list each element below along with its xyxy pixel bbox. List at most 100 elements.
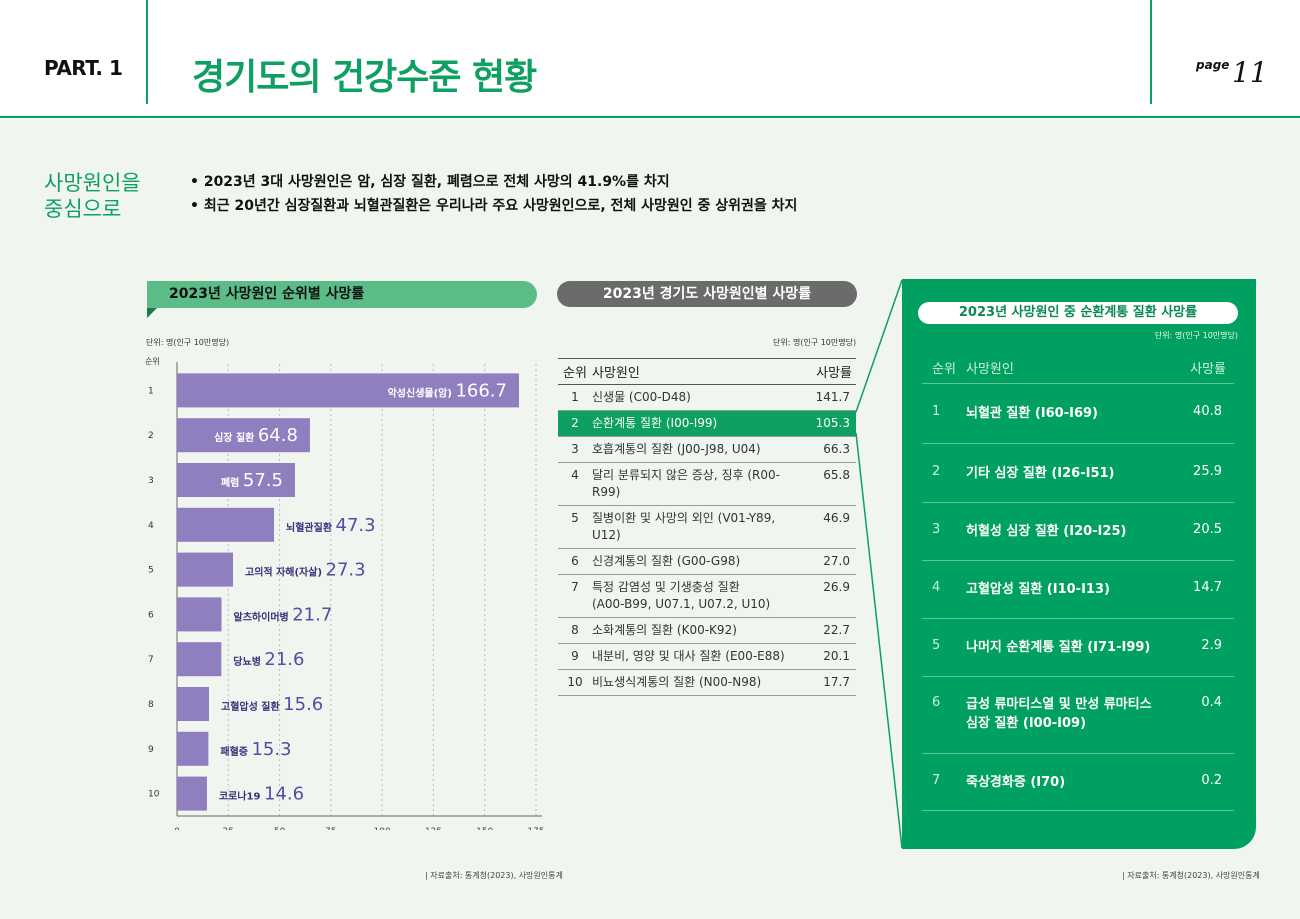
- row-cause-text: 내분비, 영양 및 대사 질환 (E00-E88): [592, 649, 785, 663]
- row-cause: 특정 감염성 및 기생충성 질환 (A00-B99, U07.1, U07.2, …: [592, 574, 806, 618]
- bar-category-label: 악성신생물(암): [388, 386, 456, 399]
- panel-row-cause-text: 나머지 순환계통 질환 (I71-I99): [966, 640, 1151, 655]
- bar-category-label: 패혈증: [220, 745, 251, 758]
- row-rate: 27.0: [806, 548, 856, 575]
- row-cause: 신생물 (C00-D48): [592, 384, 806, 411]
- panel-row-rate: 0.2: [1201, 773, 1222, 788]
- panel-header-rank: 순위: [932, 362, 956, 377]
- table-header-row: 순위 사망원인 사망률: [558, 358, 856, 385]
- left-unit-label: 단위: 명(인구 10만명당): [146, 338, 230, 347]
- rank-label: 4: [148, 521, 154, 531]
- bar: [177, 642, 222, 677]
- rank-label: 7: [148, 655, 154, 665]
- bar-value-label: 27.3: [326, 560, 366, 581]
- panel-row-cause-text: 뇌혈관 질환 (I60-I69): [966, 406, 1098, 421]
- bar-value-label: 15.3: [251, 739, 291, 760]
- row-cause-text: 특정 감염성 및 기생충성 질환: [592, 580, 740, 594]
- bar-value-label: 57.5: [243, 470, 283, 491]
- panel-row-cause: 뇌혈관 질환 (I60-I69): [966, 404, 1098, 423]
- row-rate: 66.3: [806, 436, 856, 463]
- bar: [177, 731, 209, 766]
- panel-row: 4 고혈압성 질환 (I10-I13) 14.7: [922, 560, 1234, 618]
- rank-label: 1: [148, 386, 154, 396]
- panel-row-cause: 기타 심장 질환 (I26-I51): [966, 464, 1114, 483]
- bar-value-label: 166.7: [455, 380, 507, 401]
- column-header-cause: 사망원인: [592, 358, 806, 385]
- bar-label: 고혈압성 질환 15.6: [221, 694, 323, 715]
- bar: [177, 597, 222, 632]
- right-source-note: | 자료출처: 통계청(2023), 사망원인통계: [1122, 871, 1260, 880]
- row-rate: 20.1: [806, 643, 856, 670]
- bar-label: 폐렴 57.5: [221, 470, 283, 491]
- bar-label: 코로나19 14.6: [219, 784, 304, 805]
- row-rank: 8: [558, 617, 592, 644]
- bar-category-label: 뇌혈관질환: [286, 521, 335, 534]
- bar-label: 알츠하이머병 21.7: [234, 604, 333, 625]
- bar-label: 악성신생물(암) 166.7: [388, 380, 507, 401]
- row-rate: 141.7: [806, 384, 856, 411]
- table-row: 1 신생물 (C00-D48) 141.7: [558, 384, 856, 411]
- rank-label: 5: [148, 566, 154, 576]
- row-cause-text-line2: (A00-B99, U07.1, U07.2, U10): [592, 597, 771, 611]
- intro-bullets: 2023년 3대 사망원인은 암, 심장 질환, 폐렴으로 전체 사망의 41.…: [190, 170, 798, 218]
- panel-row-cause-text: 급성 류마티스열 및 만성 류마티스: [966, 697, 1152, 712]
- row-cause: 소화계통의 질환 (K00-K92): [592, 617, 806, 644]
- panel-row-rank: 6: [932, 695, 941, 710]
- page-label: page: [1196, 58, 1230, 72]
- row-rank: 10: [558, 669, 592, 696]
- x-tick-label: 175: [527, 827, 544, 830]
- rank-label: 6: [148, 610, 154, 620]
- row-rank: 5: [558, 505, 592, 549]
- gyeonggi-death-cause-table: 순위 사망원인 사망률 1 신생물 (C00-D48) 141.7 2 순환계통 질환 …: [558, 358, 856, 696]
- panel-row-cause-text: 죽상경화증 (I70): [966, 775, 1066, 790]
- intro-heading-line2: 중심으로: [44, 197, 122, 221]
- bar-category-label: 폐렴: [221, 476, 243, 489]
- panel-row-cause-text: 허혈성 심장 질환 (I20-I25): [966, 524, 1127, 539]
- left-section-title: 2023년 사망원인 순위별 사망률: [147, 281, 537, 308]
- header-divider-right: [1150, 0, 1152, 104]
- row-cause-text: 신경계통의 질환 (G00-G98): [592, 554, 741, 568]
- row-rate: 22.7: [806, 617, 856, 644]
- bar-value-label: 14.6: [264, 784, 304, 805]
- bar-value-label: 21.7: [292, 604, 332, 625]
- column-header-rank: 순위: [558, 358, 592, 385]
- row-cause: 비뇨생식계통의 질환 (N00-N98): [592, 669, 806, 696]
- panel-row-rate: 40.8: [1193, 404, 1222, 419]
- bar-category-label: 알츠하이머병: [234, 610, 293, 623]
- panel-bottom-rule: [922, 810, 1234, 811]
- panel-row-rate: 2.9: [1201, 638, 1222, 653]
- table-row: 10 비뇨생식계통의 질환 (N00-N98) 17.7: [558, 669, 856, 696]
- bar: [177, 776, 207, 811]
- bar-value-label: 15.6: [283, 694, 323, 715]
- x-tick-label: 150: [476, 827, 493, 830]
- bar: [177, 373, 519, 408]
- banner-fold-decoration: [147, 308, 157, 318]
- panel-row-rank: 3: [932, 522, 941, 537]
- x-tick-label: 50: [274, 827, 286, 830]
- panel-row-rank: 5: [932, 638, 941, 653]
- table-row: 4 달리 분류되지 않은 증상, 징후 (R00-R99) 65.8: [558, 462, 856, 506]
- row-rank: 6: [558, 548, 592, 575]
- row-cause-text: 질병이환 및 사망의 외인 (V01-Y89, U12): [592, 511, 776, 542]
- row-rate: 65.8: [806, 462, 856, 506]
- source-text: 자료출처: 통계청(2023), 사망원인통계: [1127, 871, 1260, 880]
- row-cause-text: 소화계통의 질환 (K00-K92): [592, 623, 737, 637]
- panel-row-cause-text: 기타 심장 질환 (I26-I51): [966, 466, 1115, 481]
- row-cause: 신경계통의 질환 (G00-G98): [592, 548, 806, 575]
- panel-row: 5 나머지 순환계통 질환 (I71-I99) 2.9: [922, 618, 1234, 676]
- right-unit-label: 단위: 명(인구 10만명당): [1154, 331, 1238, 340]
- bar-category-label: 당뇨병: [233, 655, 264, 668]
- table-row: 5 질병이환 및 사망의 외인 (V01-Y89, U12) 46.9: [558, 505, 856, 549]
- bar-label: 패혈증 15.3: [220, 739, 291, 760]
- bar-value-label: 47.3: [336, 515, 376, 536]
- row-cause-text: 달리 분류되지 않은 증상, 징후 (R00-R99): [592, 468, 780, 499]
- row-rank: 9: [558, 643, 592, 670]
- bar-category-label: 심장 질환: [214, 431, 258, 444]
- panel-row-cause-text-line2: 심장 질환 (I00-I09): [966, 716, 1087, 731]
- row-cause: 순환계통 질환 (I00-I99): [592, 410, 806, 437]
- right-section-title: 2023년 사망원인 중 순환계통 질환 사망률: [918, 302, 1238, 324]
- x-tick-label: 25: [223, 827, 234, 830]
- page-title: 경기도의 건강수준 현황: [192, 57, 537, 98]
- x-tick-label: 75: [325, 827, 336, 830]
- row-rank: 3: [558, 436, 592, 463]
